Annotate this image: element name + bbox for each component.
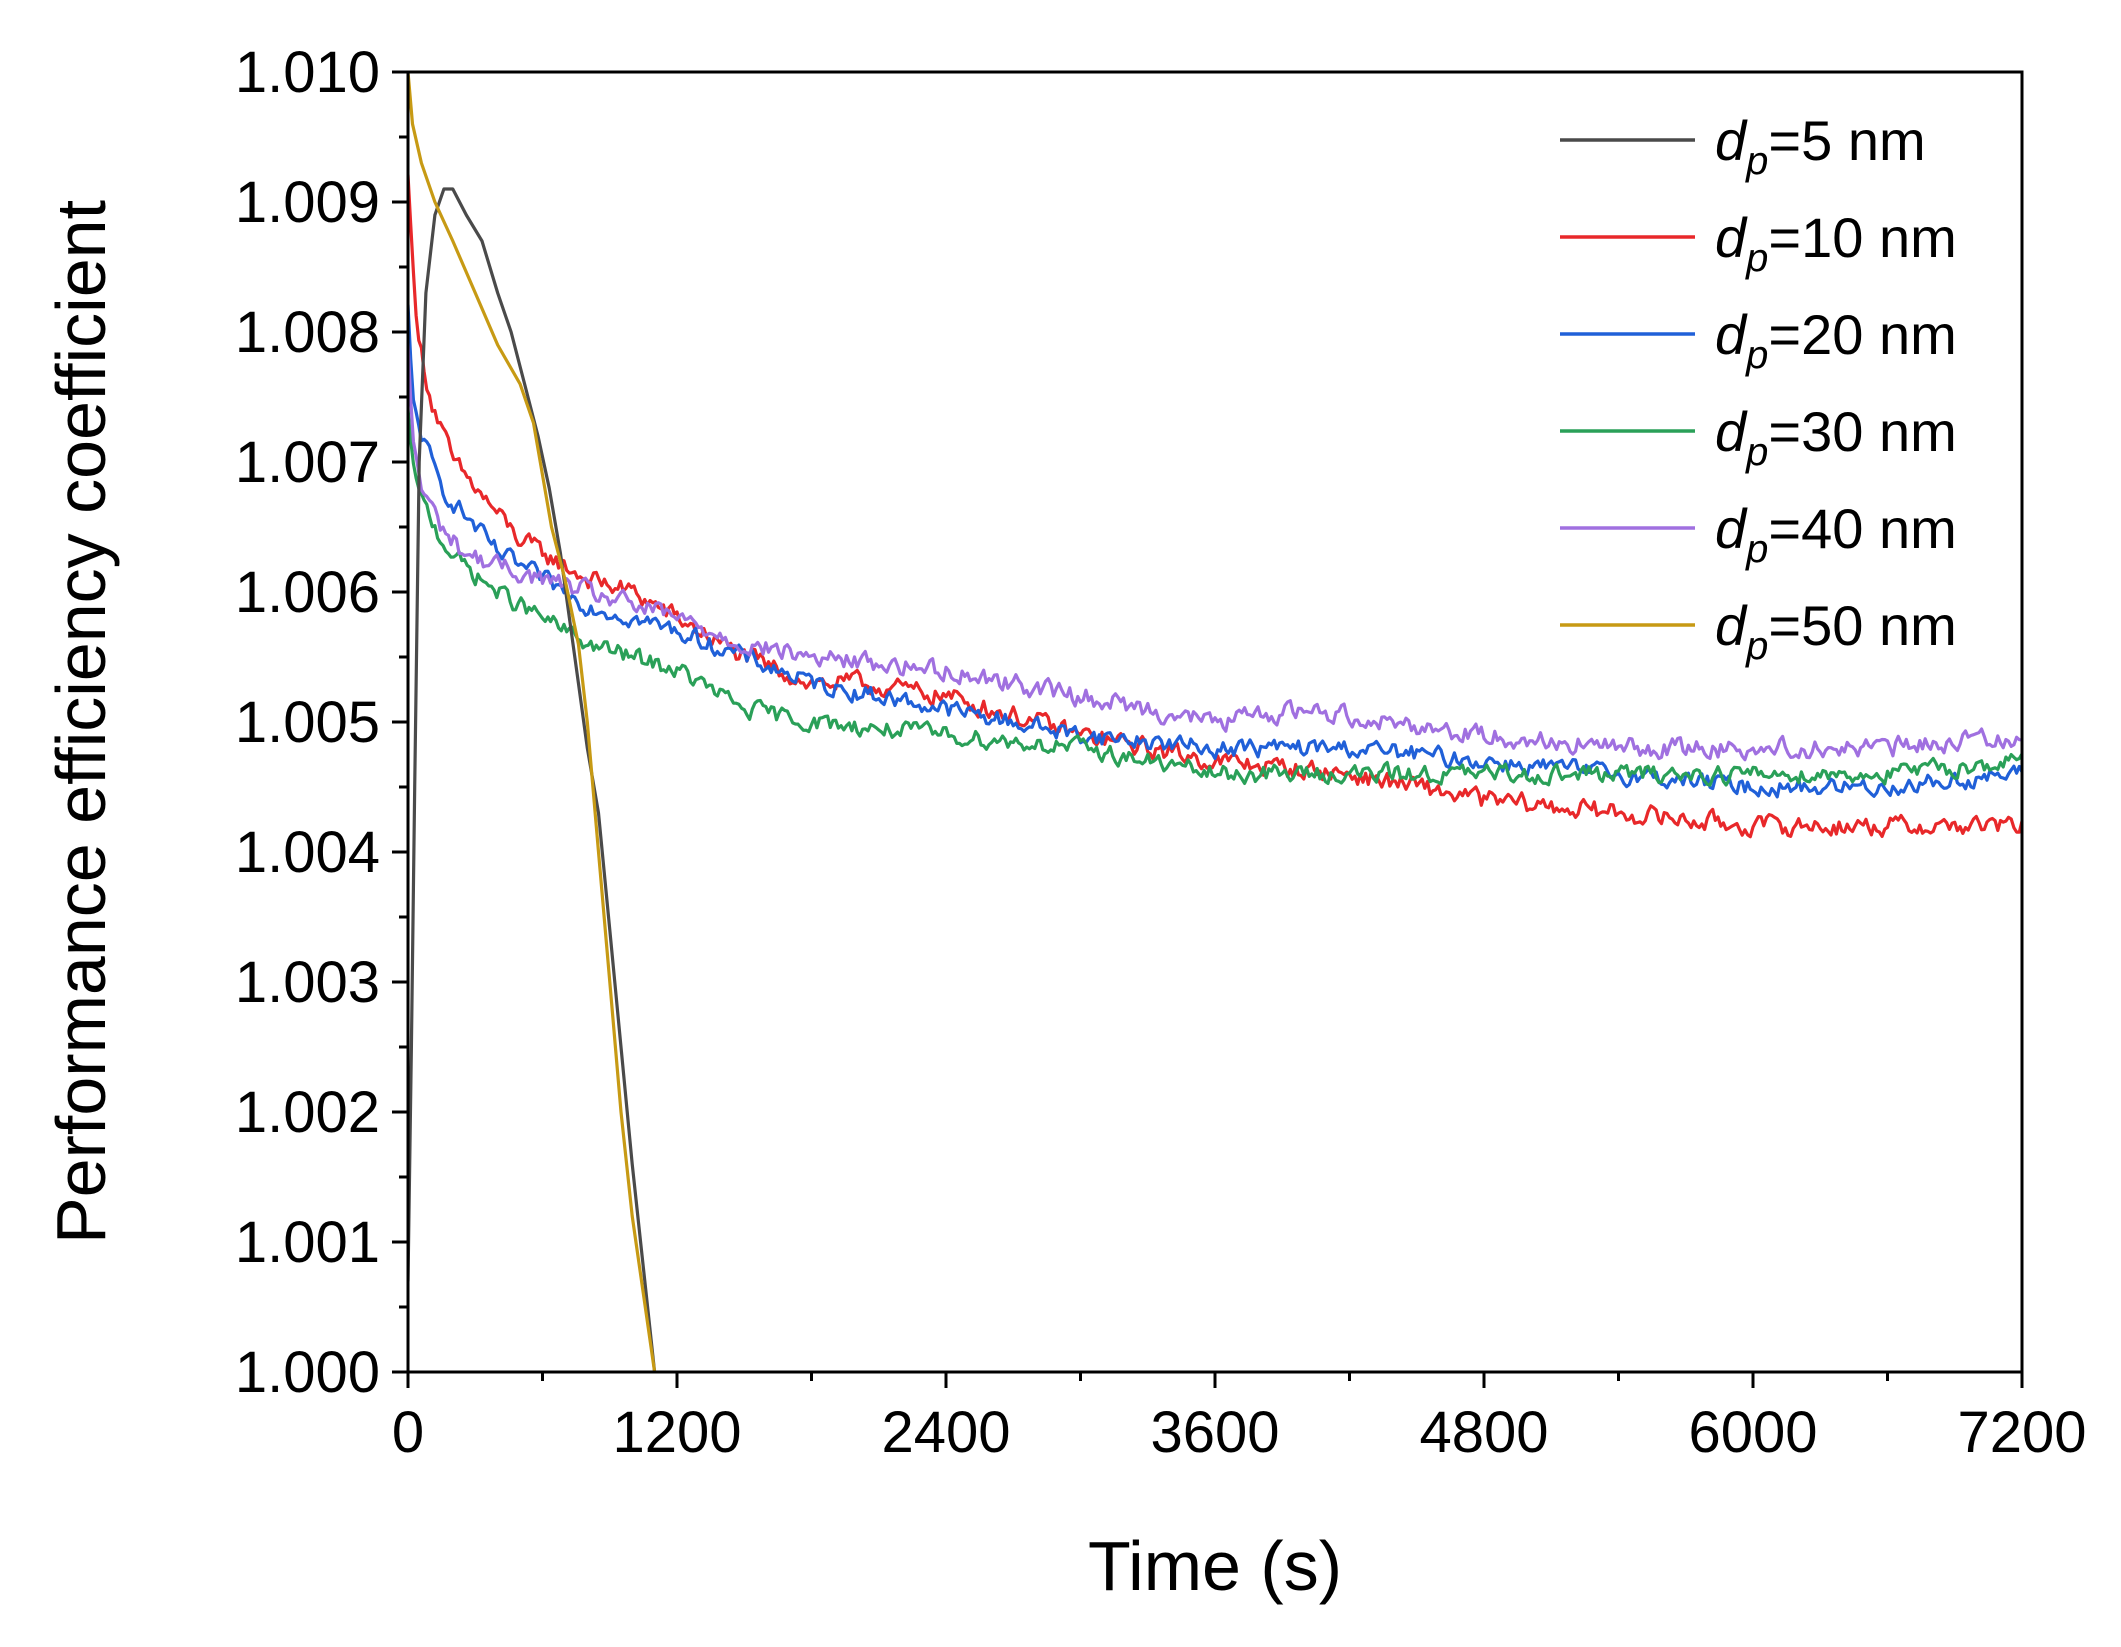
y-axis-title: Performance efficiency coefficient <box>42 200 120 1244</box>
legend-label: dp=5 nm <box>1715 109 1926 183</box>
y-tick-label: 1.000 <box>235 1340 380 1405</box>
x-axis: 0 1200 2400 3600 4800 6000 7200 <box>392 1372 2087 1465</box>
y-tick-label: 1.004 <box>235 820 380 885</box>
x-axis-title: Time (s) <box>1088 1527 1342 1605</box>
x-tick-label: 4800 <box>1419 1400 1548 1465</box>
y-tick-label: 1.003 <box>235 950 380 1015</box>
y-axis: 1.000 1.001 1.002 1.003 1.004 1.005 1.006 1.007… <box>235 40 408 1405</box>
y-tick-label: 1.009 <box>235 170 380 235</box>
legend-label: dp=50 nm <box>1715 594 1957 668</box>
series-layer <box>408 72 2022 1372</box>
x-tick-label: 6000 <box>1688 1400 1817 1465</box>
y-tick-label: 1.006 <box>235 560 380 625</box>
legend-label: dp=20 nm <box>1715 303 1957 377</box>
y-tick-label: 1.010 <box>235 40 380 105</box>
x-tick-label: 0 <box>392 1400 424 1465</box>
legend-label: dp=10 nm <box>1715 206 1957 280</box>
y-tick-label: 1.007 <box>235 430 380 495</box>
legend-label: dp=40 nm <box>1715 497 1957 571</box>
series-line-10nm <box>408 173 2022 839</box>
x-tick-label: 2400 <box>881 1400 1010 1465</box>
x-tick-label: 3600 <box>1150 1400 1279 1465</box>
series-line-30nm <box>408 407 2022 787</box>
legend: dp=5 nm dp=10 nm dp=20 nm dp=30 nm dp=40 nm d… <box>1560 109 1957 668</box>
x-tick-label: 1200 <box>612 1400 741 1465</box>
series-line-5nm <box>408 187 657 1372</box>
series-line-50nm <box>408 72 657 1372</box>
y-tick-label: 1.005 <box>235 690 380 755</box>
series-line-20nm <box>408 303 2022 799</box>
y-tick-label: 1.002 <box>235 1080 380 1145</box>
y-tick-label: 1.001 <box>235 1210 380 1275</box>
legend-label: dp=30 nm <box>1715 400 1957 474</box>
y-tick-label: 1.008 <box>235 300 380 365</box>
series-line-40nm <box>408 341 2022 762</box>
x-tick-label: 7200 <box>1957 1400 2086 1465</box>
